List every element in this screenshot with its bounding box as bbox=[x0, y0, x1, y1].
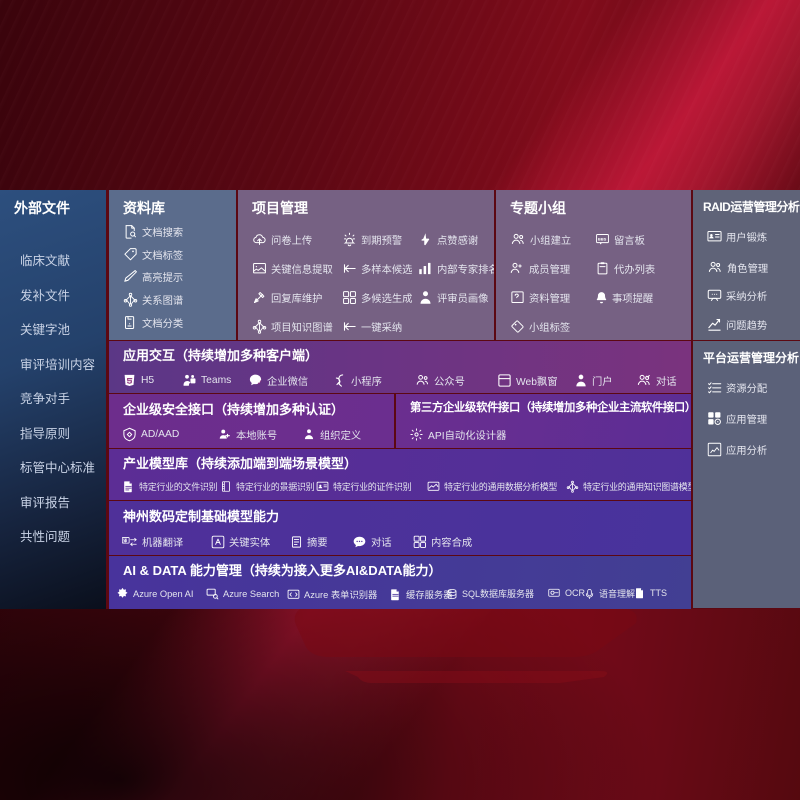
svg-text:译: 译 bbox=[123, 537, 127, 543]
svg-text:BBS: BBS bbox=[598, 236, 607, 241]
